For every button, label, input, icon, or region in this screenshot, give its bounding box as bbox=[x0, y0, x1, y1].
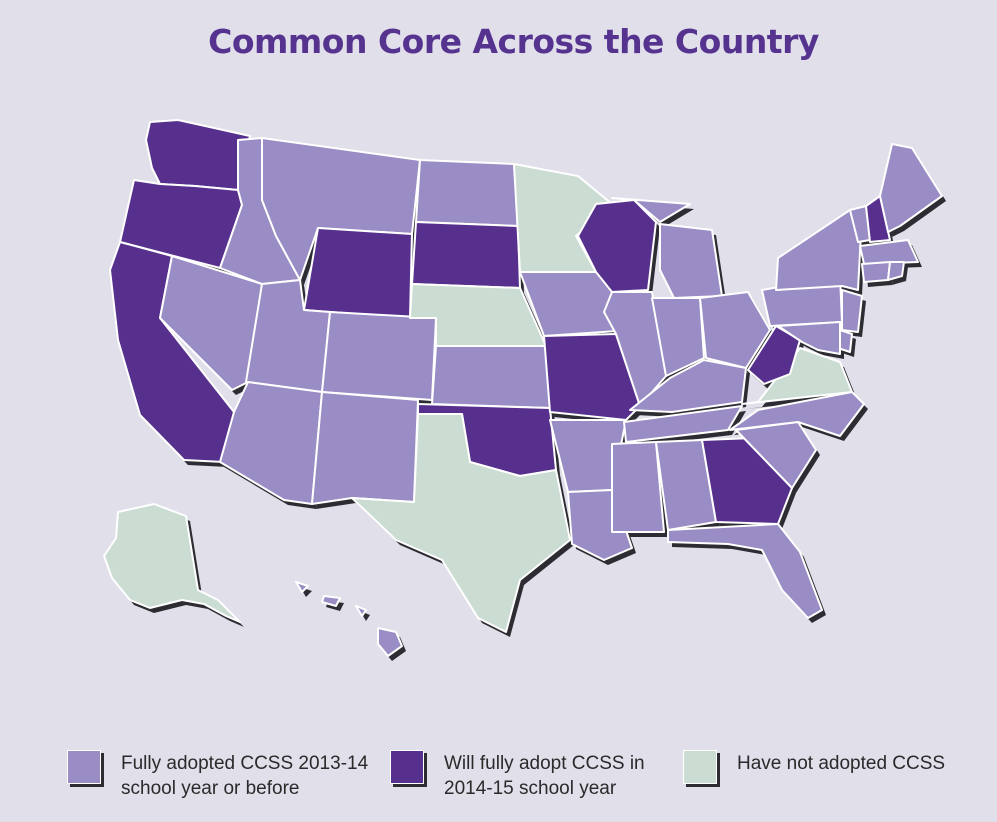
map-title: Common Core Across the Country bbox=[208, 22, 819, 61]
state-ri bbox=[887, 261, 905, 281]
legend-swatch-not-adopted bbox=[683, 750, 717, 784]
state-nm bbox=[311, 391, 419, 505]
state-oh bbox=[699, 291, 771, 369]
legend-item-will-adopt: Will fully adopt CCSS in 2014-15 school … bbox=[390, 750, 645, 801]
state-co bbox=[321, 311, 437, 401]
state-md bbox=[777, 321, 841, 355]
state-me bbox=[879, 143, 943, 233]
legend-item-adopted: Fully adopted CCSS 2013-14 school year o… bbox=[67, 750, 368, 801]
shadow-hi bbox=[300, 587, 406, 661]
state-ny bbox=[775, 209, 863, 291]
state-ms bbox=[611, 441, 665, 533]
state-wa bbox=[145, 119, 251, 191]
state-az bbox=[219, 381, 323, 505]
state-tn bbox=[623, 405, 743, 443]
legend-swatch-adopted bbox=[67, 750, 101, 784]
state-in bbox=[651, 297, 705, 377]
legend: Fully adopted CCSS 2013-14 school year o… bbox=[0, 750, 997, 810]
state-ak bbox=[103, 503, 241, 623]
state-wv bbox=[747, 325, 801, 385]
state-nc bbox=[729, 391, 865, 437]
state-fl bbox=[667, 523, 823, 619]
legend-label-not-adopted: Have not adopted CCSS bbox=[737, 753, 946, 774]
state-mo bbox=[543, 333, 641, 421]
state-ct bbox=[861, 261, 891, 283]
state-nh bbox=[865, 195, 891, 243]
states bbox=[103, 119, 943, 657]
legend-swatch-will-adopt bbox=[390, 750, 424, 784]
state-nj bbox=[841, 289, 863, 333]
legend-label-will-adopt: Will fully adopt CCSS in 2014-15 school … bbox=[444, 753, 645, 799]
state-ks bbox=[431, 345, 551, 409]
legend-label-adopted: Fully adopted CCSS 2013-14 school year o… bbox=[121, 753, 369, 799]
state-sd bbox=[411, 221, 521, 289]
state-ky bbox=[629, 359, 747, 413]
state-wy bbox=[303, 227, 413, 319]
state-hi bbox=[295, 581, 403, 657]
state-ma bbox=[859, 239, 919, 265]
legend-item-not-adopted: Have not adopted CCSS bbox=[683, 750, 945, 788]
state-nv bbox=[159, 255, 263, 391]
state-tx bbox=[351, 413, 571, 633]
state-nd bbox=[415, 159, 519, 227]
